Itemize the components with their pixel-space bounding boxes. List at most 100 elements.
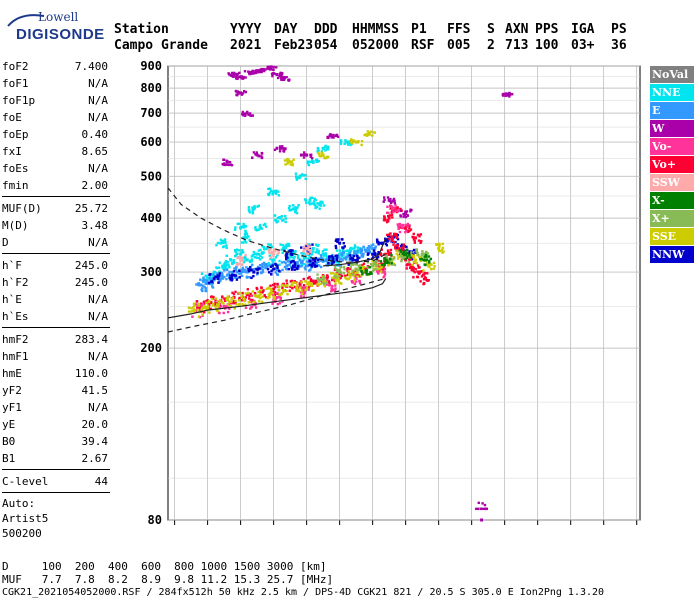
data-point (275, 147, 278, 150)
data-point (307, 163, 311, 167)
data-point (345, 277, 348, 280)
data-point (317, 280, 320, 283)
param-value: N/A (88, 236, 108, 249)
data-point (335, 258, 339, 262)
data-point (329, 257, 333, 261)
data-point (302, 288, 305, 291)
y-tick-label: 200 (140, 341, 162, 355)
data-point (480, 507, 483, 511)
data-point (399, 207, 402, 211)
data-point (273, 259, 276, 262)
data-point (315, 264, 318, 268)
data-point (329, 133, 332, 136)
data-point (383, 270, 386, 274)
data-point (279, 293, 282, 296)
data-point (190, 310, 193, 313)
data-point (268, 187, 272, 190)
data-point (244, 296, 248, 299)
data-point (376, 255, 380, 259)
data-point (304, 288, 307, 292)
data-point (256, 273, 259, 276)
data-point (204, 305, 208, 309)
data-point (390, 261, 393, 265)
data-point (345, 249, 348, 253)
data-point (261, 266, 265, 269)
data-point (309, 250, 313, 253)
data-point (302, 156, 306, 159)
data-point (224, 259, 228, 263)
data-point (354, 252, 358, 256)
data-point (255, 256, 258, 260)
data-point (409, 228, 413, 231)
data-point (373, 268, 376, 272)
data-point (388, 237, 391, 241)
data-point (351, 273, 355, 276)
data-point (216, 241, 220, 245)
data-point (273, 250, 277, 253)
data-point (277, 194, 281, 197)
data-point (273, 214, 277, 217)
data-point (260, 67, 263, 71)
data-point (432, 261, 436, 265)
y-tick-label: 500 (140, 169, 162, 183)
data-point (353, 282, 357, 286)
data-point (221, 273, 224, 276)
data-point (267, 271, 271, 274)
data-point (413, 241, 417, 244)
data-point (290, 160, 293, 163)
data-point (372, 249, 376, 252)
data-point (296, 260, 299, 264)
data-point (203, 302, 206, 305)
data-point (338, 257, 341, 260)
legend-item: SSE (650, 228, 694, 245)
data-point (273, 282, 276, 286)
data-point (293, 255, 296, 258)
data-point (266, 67, 269, 70)
data-point (206, 282, 209, 285)
data-point (336, 135, 340, 138)
data-point (315, 160, 318, 163)
data-point (361, 272, 364, 276)
data-point (290, 252, 294, 256)
data-point (412, 260, 416, 264)
data-point (346, 252, 349, 256)
data-point (197, 302, 201, 306)
data-point (235, 303, 238, 306)
data-point (370, 130, 373, 133)
data-point (404, 215, 408, 219)
data-point (287, 207, 291, 210)
param-row: yF1 N/A (2, 399, 110, 416)
data-point (237, 76, 241, 79)
data-point (201, 313, 204, 316)
data-point (299, 174, 302, 177)
data-point (389, 201, 393, 205)
data-point (211, 282, 215, 285)
param-row: h`Es N/A (2, 308, 110, 325)
data-point (378, 269, 381, 272)
data-point (418, 272, 421, 275)
data-point (230, 74, 234, 77)
data-point (399, 248, 402, 252)
data-point (340, 251, 343, 255)
data-point (205, 275, 208, 278)
data-point (285, 289, 288, 293)
data-point (344, 258, 348, 261)
data-point (391, 216, 394, 219)
data-point (276, 216, 280, 220)
data-point (261, 244, 264, 248)
data-point (218, 270, 221, 273)
data-point (342, 246, 345, 250)
data-point (329, 272, 333, 275)
data-point (316, 277, 319, 280)
data-point (200, 304, 203, 307)
data-point (302, 256, 306, 259)
data-point (311, 258, 315, 261)
data-point (359, 247, 363, 250)
data-point (293, 261, 297, 264)
data-point (251, 69, 255, 73)
data-point (308, 269, 311, 272)
data-point (257, 228, 260, 232)
data-point (260, 256, 264, 259)
data-point (358, 280, 361, 283)
data-point (239, 256, 242, 259)
